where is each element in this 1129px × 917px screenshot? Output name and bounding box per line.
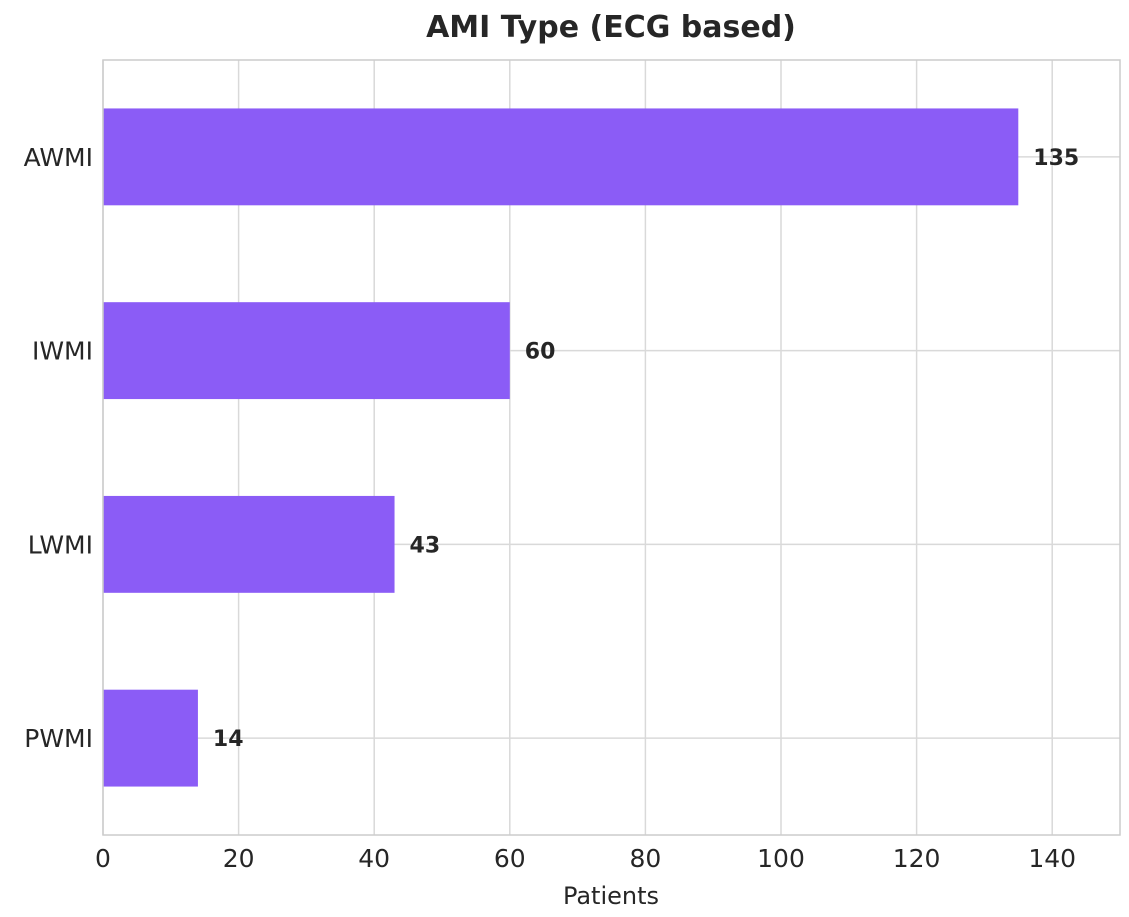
- x-tick-labels: 0 20 40 60 80 100 120 140: [95, 844, 1076, 873]
- bars: [103, 108, 1019, 787]
- bar-pwmi: [103, 689, 198, 787]
- data-label-iwmi: 60: [525, 340, 556, 365]
- bar-awmi: [103, 108, 1019, 206]
- x-axis-label: Patients: [563, 882, 659, 910]
- x-tick-label: 140: [1028, 844, 1076, 873]
- y-tick-label-lwmi: LWMI: [28, 530, 93, 559]
- data-labels: 135 60 43 14: [213, 146, 1079, 752]
- y-tick-label-awmi: AWMI: [24, 143, 93, 172]
- y-tick-label-iwmi: IWMI: [32, 337, 93, 366]
- y-tick-labels: AWMI IWMI LWMI PWMI: [24, 143, 93, 753]
- bar-iwmi: [103, 302, 510, 400]
- x-tick-label: 80: [629, 844, 661, 873]
- data-label-pwmi: 14: [213, 727, 244, 752]
- x-tick-label: 100: [757, 844, 805, 873]
- chart-title: AMI Type (ECG based): [426, 10, 796, 45]
- data-label-awmi: 135: [1033, 146, 1079, 171]
- x-tick-label: 40: [358, 844, 390, 873]
- data-label-lwmi: 43: [410, 533, 441, 558]
- x-tick-label: 120: [893, 844, 941, 873]
- x-tick-label: 0: [95, 844, 111, 873]
- bar-lwmi: [103, 495, 395, 593]
- x-tick-label: 60: [494, 844, 526, 873]
- y-tick-label-pwmi: PWMI: [24, 724, 93, 753]
- plot-frame: [102, 59, 1121, 836]
- x-tick-label: 20: [223, 844, 255, 873]
